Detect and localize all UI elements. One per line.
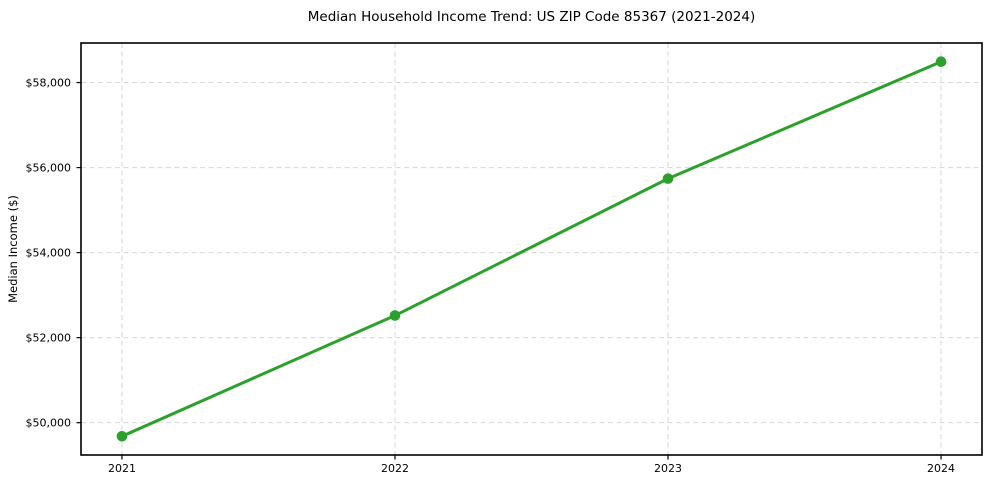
chart-title: Median Household Income Trend: US ZIP Co… <box>308 9 756 25</box>
x-tick-label: 2023 <box>654 462 682 475</box>
plot-border <box>80 42 983 456</box>
data-point-marker <box>662 173 674 184</box>
y-tick-label: $52,000 <box>26 332 72 345</box>
data-point-marker <box>389 310 401 321</box>
y-tick-label: $54,000 <box>26 247 72 260</box>
x-tick-label: 2022 <box>381 462 409 475</box>
grid-layer <box>81 43 982 455</box>
y-tick-label: $56,000 <box>26 162 72 175</box>
data-point-marker <box>935 56 947 68</box>
y-axis-label: Median Income ($) <box>6 195 20 303</box>
y-tick-label: $58,000 <box>26 77 72 90</box>
trend-line-series <box>116 56 947 442</box>
axis-layer: 2021 2022 2023 2024 $50,000 $52,000 $54,000 $56… <box>26 77 956 475</box>
y-tick-label: $50,000 <box>26 417 72 430</box>
x-tick-label: 2021 <box>108 462 136 475</box>
trend-line <box>120 60 943 438</box>
data-point-marker <box>116 430 128 442</box>
x-tick-label: 2024 <box>927 462 955 475</box>
